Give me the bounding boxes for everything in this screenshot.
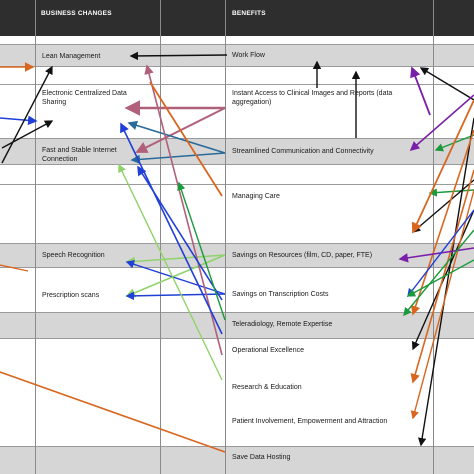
- grid-line: [0, 267, 474, 268]
- connector-arrow: [428, 188, 474, 197]
- connector-arrow: [125, 260, 226, 295]
- business-change-label: Electronic Centralized Data Sharing: [42, 90, 127, 106]
- column-divider: [225, 0, 226, 474]
- business-change-label: Prescription scans: [42, 292, 100, 299]
- connector-arrow: [410, 129, 474, 316]
- connector-arrow: [127, 120, 226, 154]
- benefit-label: Teleradiology, Remote Expertise: [232, 321, 333, 328]
- connector-arrow: [411, 209, 474, 351]
- business-changes-header: BUSINESS CHANGES: [41, 10, 112, 17]
- row-band: [0, 243, 474, 267]
- benefits-header: BENEFITS: [232, 10, 266, 17]
- benefit-label: Streamlined Communication and Connectivi…: [232, 148, 374, 155]
- column-divider: [433, 0, 434, 474]
- connector-arrow: [403, 229, 474, 317]
- connector-arrow: [398, 247, 474, 263]
- connector-arrow: [125, 254, 226, 298]
- connector-arrow: [137, 165, 223, 301]
- connector-arrow: [0, 371, 226, 453]
- benefit-label: Research & Education: [232, 384, 302, 391]
- connector-arrow: [149, 81, 223, 197]
- business-change-label: Fast and Stable Internet Connection: [42, 147, 117, 163]
- grid-line: [0, 84, 474, 85]
- grid-line: [0, 66, 474, 67]
- header-bar: [0, 0, 474, 36]
- connector-arrow: [177, 181, 226, 321]
- grid-line: [0, 138, 474, 139]
- connector-arrow: [419, 67, 474, 101]
- benefit-label: Save Data Hosting: [232, 454, 291, 461]
- benefit-label: Savings on Resources (film, CD, paper, F…: [232, 252, 373, 259]
- grid-line: [0, 312, 474, 313]
- column-divider: [160, 0, 161, 474]
- benefit-label: Work Flow: [232, 52, 265, 59]
- connector-arrow: [125, 254, 226, 267]
- row-band: [0, 138, 474, 164]
- connector-arrow: [407, 209, 474, 298]
- row-band: [0, 44, 474, 66]
- business-change-label: Speech Recognition: [42, 252, 105, 259]
- row-band: [0, 312, 474, 338]
- grid-line: [0, 243, 474, 244]
- connector-arrow: [1, 120, 54, 149]
- grid-line: [0, 338, 474, 339]
- connector-arrow: [417, 117, 474, 447]
- benefit-label: Savings on Transcription Costs: [232, 291, 329, 298]
- connector-arrow: [411, 179, 474, 233]
- connector-arrow: [411, 99, 474, 234]
- benefit-label: Operational Excellence: [232, 347, 304, 354]
- benefit-label: Instant Access to Clinical Images and Re…: [232, 90, 393, 106]
- connector-arrow: [0, 264, 29, 272]
- connector-arrow: [118, 163, 223, 381]
- connector-arrow: [1, 65, 53, 164]
- connector-arrow: [406, 259, 474, 297]
- connector-arrow: [409, 94, 474, 152]
- connector-arrow: [130, 152, 226, 165]
- grid-line: [0, 184, 474, 185]
- grid-line: [0, 44, 474, 45]
- connector-arrow: [410, 189, 474, 420]
- column-divider: [35, 0, 36, 474]
- connector-arrow: [129, 51, 228, 61]
- grid-line: [0, 446, 474, 447]
- connector-arrow: [410, 66, 431, 116]
- connector-arrow: [0, 115, 38, 126]
- row-band: [0, 446, 474, 474]
- connector-arrow: [125, 291, 226, 301]
- benefit-label: Patient Involvement, Empowerment and Att…: [232, 418, 388, 425]
- connector-arrow: [120, 122, 223, 335]
- business-change-label: Lean Management: [42, 53, 101, 60]
- grid-line: [0, 164, 474, 165]
- benefit-label: Managing Care: [232, 193, 280, 200]
